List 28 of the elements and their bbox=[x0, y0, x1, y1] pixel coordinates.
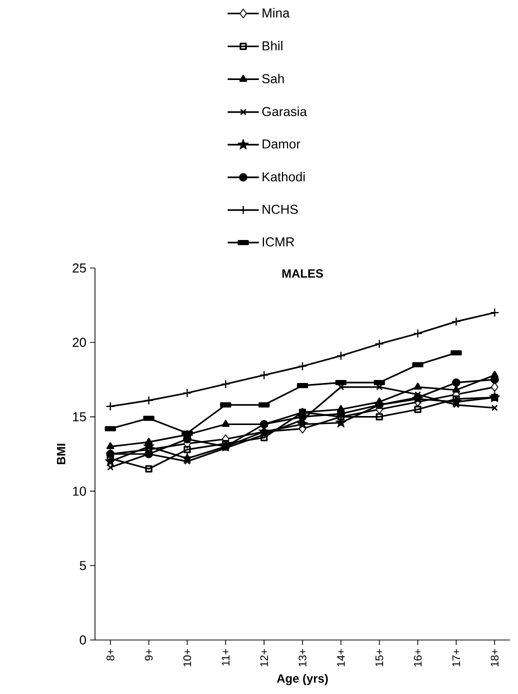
y-tick-label: 5 bbox=[80, 561, 86, 570]
legend-label: Bhil bbox=[262, 40, 282, 50]
y-tick-label: 25 bbox=[72, 263, 86, 273]
x-tick-label: 15+ bbox=[376, 649, 384, 666]
y-tick-label: 10 bbox=[73, 486, 86, 496]
x-tick-label: 14+ bbox=[337, 649, 345, 666]
legend-label: Kathodi bbox=[262, 172, 305, 182]
x-tick-label: 16+ bbox=[414, 649, 422, 666]
x-axis-title: Age (yrs) bbox=[276, 674, 328, 686]
legend-label: NCHS bbox=[262, 204, 298, 214]
x-tick-label: 12+ bbox=[260, 649, 268, 666]
legend-label: Garasia bbox=[262, 106, 307, 116]
x-tick-label: 11+ bbox=[222, 649, 230, 666]
legend-label: Sah bbox=[262, 74, 284, 84]
legend-label: Mina bbox=[262, 8, 290, 18]
x-tick-label: 10+ bbox=[183, 649, 192, 666]
x-tick-label: 8+ bbox=[106, 649, 114, 661]
y-tick-label: 15 bbox=[73, 412, 86, 422]
chart-title: MALES bbox=[282, 269, 323, 278]
x-tick-label: 13+ bbox=[298, 649, 306, 666]
y-tick-label: 20 bbox=[72, 338, 86, 347]
legend-label: Damor bbox=[262, 140, 300, 149]
y-tick-label: 0 bbox=[80, 635, 86, 645]
x-tick-label: 9+ bbox=[144, 649, 153, 660]
y-axis-title: BMI bbox=[57, 444, 66, 464]
legend-label: ICMR bbox=[262, 237, 294, 246]
x-tick-label: 17+ bbox=[452, 649, 460, 666]
x-tick-label: 18+ bbox=[490, 649, 499, 666]
